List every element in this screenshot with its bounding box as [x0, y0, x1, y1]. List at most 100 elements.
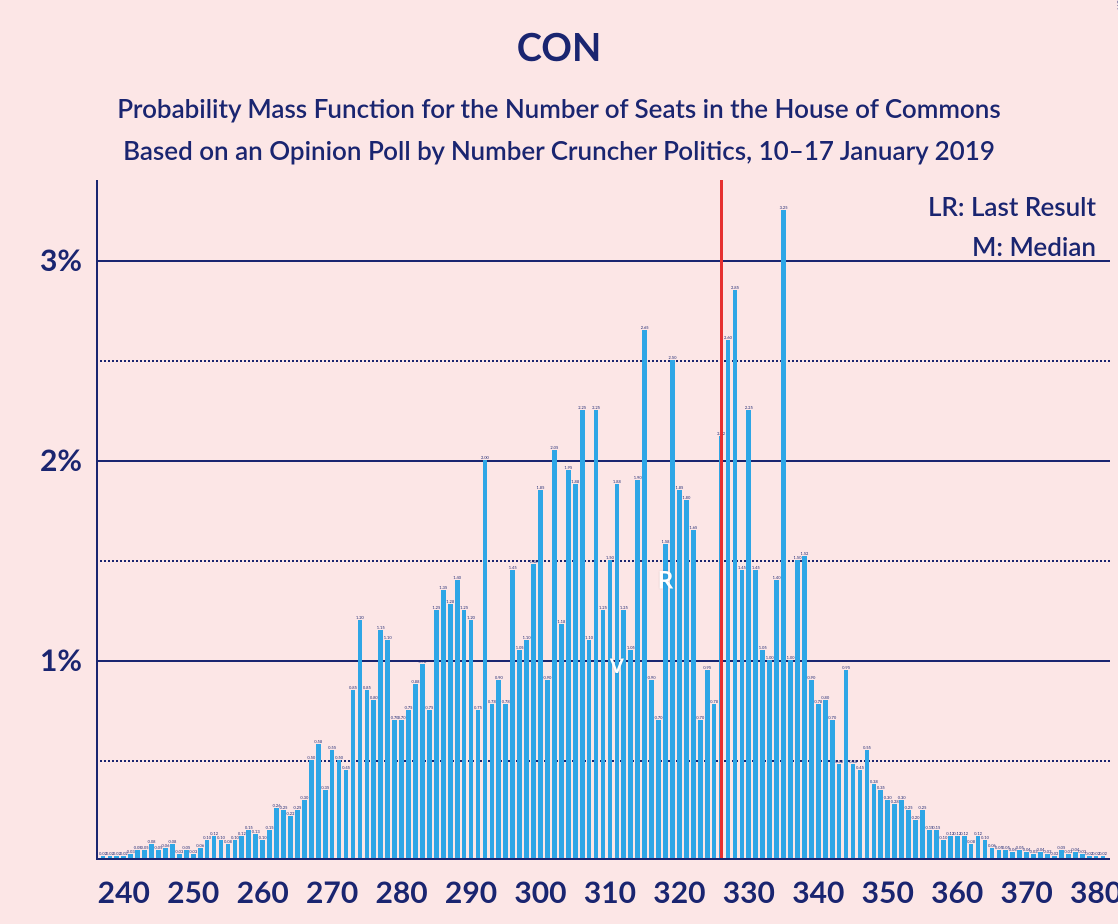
bar-value-label: 1.25	[599, 605, 607, 610]
bar-value-label: 0.75	[474, 705, 482, 710]
xtick-label: 290	[445, 874, 497, 910]
bar: 0.15	[246, 830, 251, 860]
bar: 0.12	[948, 836, 953, 860]
overlay-letter: R	[658, 566, 673, 595]
bar-value-label: 0.70	[655, 715, 663, 720]
bar: 0.95	[705, 670, 710, 860]
bar-value-label: 1.05	[627, 645, 635, 650]
bar: 0.15	[267, 830, 272, 860]
grid-minor	[96, 360, 1110, 362]
bar: 0.10	[205, 840, 210, 860]
bar: 0.50	[337, 760, 342, 860]
bar: 0.50	[309, 760, 314, 860]
bar-value-label: 2.60	[724, 335, 732, 340]
xtick-label: 370	[1001, 874, 1053, 910]
bar-value-label: 0.50	[307, 755, 315, 760]
bar-value-label: 1.25	[460, 605, 468, 610]
bar: 0.48	[837, 764, 842, 860]
bar: 0.30	[885, 800, 890, 860]
bar-value-label: 2.25	[745, 405, 753, 410]
bar: 0.88	[413, 684, 418, 860]
bar-value-label: 1.80	[682, 495, 690, 500]
bar-value-label: 1.40	[453, 575, 461, 580]
bar: 0.90	[545, 680, 550, 860]
bar: 1.10	[385, 640, 390, 860]
bar-value-label: 0.15	[932, 825, 940, 830]
bar: 2.25	[580, 410, 585, 860]
bar-value-label: 0.06	[196, 843, 204, 848]
xtick-label: 310	[584, 874, 636, 910]
bar-value-label: 1.10	[585, 635, 593, 640]
bar: 1.10	[524, 640, 529, 860]
xtick-label: 380	[1070, 874, 1118, 910]
bar: 0.75	[406, 710, 411, 860]
plot-area: 0.020.020.020.020.030.050.050.080.050.06…	[96, 180, 1110, 860]
overlay-letter: V	[610, 654, 624, 678]
bar: 1.40	[774, 580, 779, 860]
bar-value-label: 0.85	[349, 685, 357, 690]
bar-value-label: 2.65	[641, 325, 649, 330]
bar: 2.85	[733, 290, 738, 860]
bar: 0.22	[288, 816, 293, 860]
bar: 1.28	[448, 604, 453, 860]
bar-value-label: 1.90	[634, 475, 642, 480]
grid-major	[96, 260, 1110, 262]
bar-value-label: 1.40	[773, 575, 781, 580]
xtick-label: 240	[98, 874, 150, 910]
bar-value-label: 1.85	[675, 485, 683, 490]
bar: 0.12	[212, 836, 217, 860]
bar: 1.20	[469, 620, 474, 860]
bar: 0.30	[302, 800, 307, 860]
bar-value-label: 1.20	[356, 615, 364, 620]
bar: 1.50	[795, 560, 800, 860]
bar: 1.10	[587, 640, 592, 860]
bar-value-label: 1.45	[509, 565, 517, 570]
bar: 0.78	[816, 704, 821, 860]
ytick-label: 2%	[0, 442, 82, 478]
bar-value-label: 0.13	[252, 829, 260, 834]
bar: 2.25	[594, 410, 599, 860]
bar-value-label: 1.05	[759, 645, 767, 650]
bar-value-label: 0.88	[412, 679, 420, 684]
bar-value-label: 1.88	[571, 479, 579, 484]
bar: 0.10	[233, 840, 238, 860]
bar: 1.52	[802, 556, 807, 860]
bar: 0.12	[955, 836, 960, 860]
bar-value-label: 0.03	[189, 849, 197, 854]
bar: 1.50	[608, 560, 613, 860]
bar: 0.45	[344, 770, 349, 860]
bar: 0.80	[823, 700, 828, 860]
bar: 0.25	[281, 810, 286, 860]
bar: 1.45	[753, 570, 758, 860]
chart-title: CON	[0, 24, 1118, 70]
bar-value-label: 1.00	[787, 655, 795, 660]
bar-value-label: 2.25	[592, 405, 600, 410]
bar: 2.25	[746, 410, 751, 860]
bar-value-label: 1.10	[384, 635, 392, 640]
bar-value-label: 0.08	[967, 839, 975, 844]
bar: 2.50	[670, 360, 675, 860]
bar: 0.58	[316, 744, 321, 860]
bar-value-label: 0.02	[1050, 851, 1058, 856]
grid-major	[96, 460, 1110, 462]
bar: 1.25	[601, 610, 606, 860]
bar-value-label: 0.15	[266, 825, 274, 830]
chart-subtitle-2: Based on an Opinion Poll by Number Crunc…	[0, 134, 1118, 166]
bar-value-label: 2.50	[668, 355, 676, 360]
bar: 1.80	[684, 500, 689, 860]
bar-value-label: 0.25	[919, 805, 927, 810]
xtick-label: 360	[931, 874, 983, 910]
bar: 0.78	[712, 704, 717, 860]
bar-value-label: 1.48	[530, 559, 538, 564]
bar-value-label: 0.48	[849, 759, 857, 764]
bar: 0.26	[274, 808, 279, 860]
bar: 0.12	[962, 836, 967, 860]
bar: 0.55	[865, 750, 870, 860]
bar: 1.18	[559, 624, 564, 860]
bar-value-label: 0.08	[148, 839, 156, 844]
bar: 2.65	[642, 330, 647, 860]
bar-value-label: 0.10	[259, 835, 267, 840]
bar: 3.25	[781, 210, 786, 860]
bar: 1.15	[378, 630, 383, 860]
bar: 0.70	[698, 720, 703, 860]
